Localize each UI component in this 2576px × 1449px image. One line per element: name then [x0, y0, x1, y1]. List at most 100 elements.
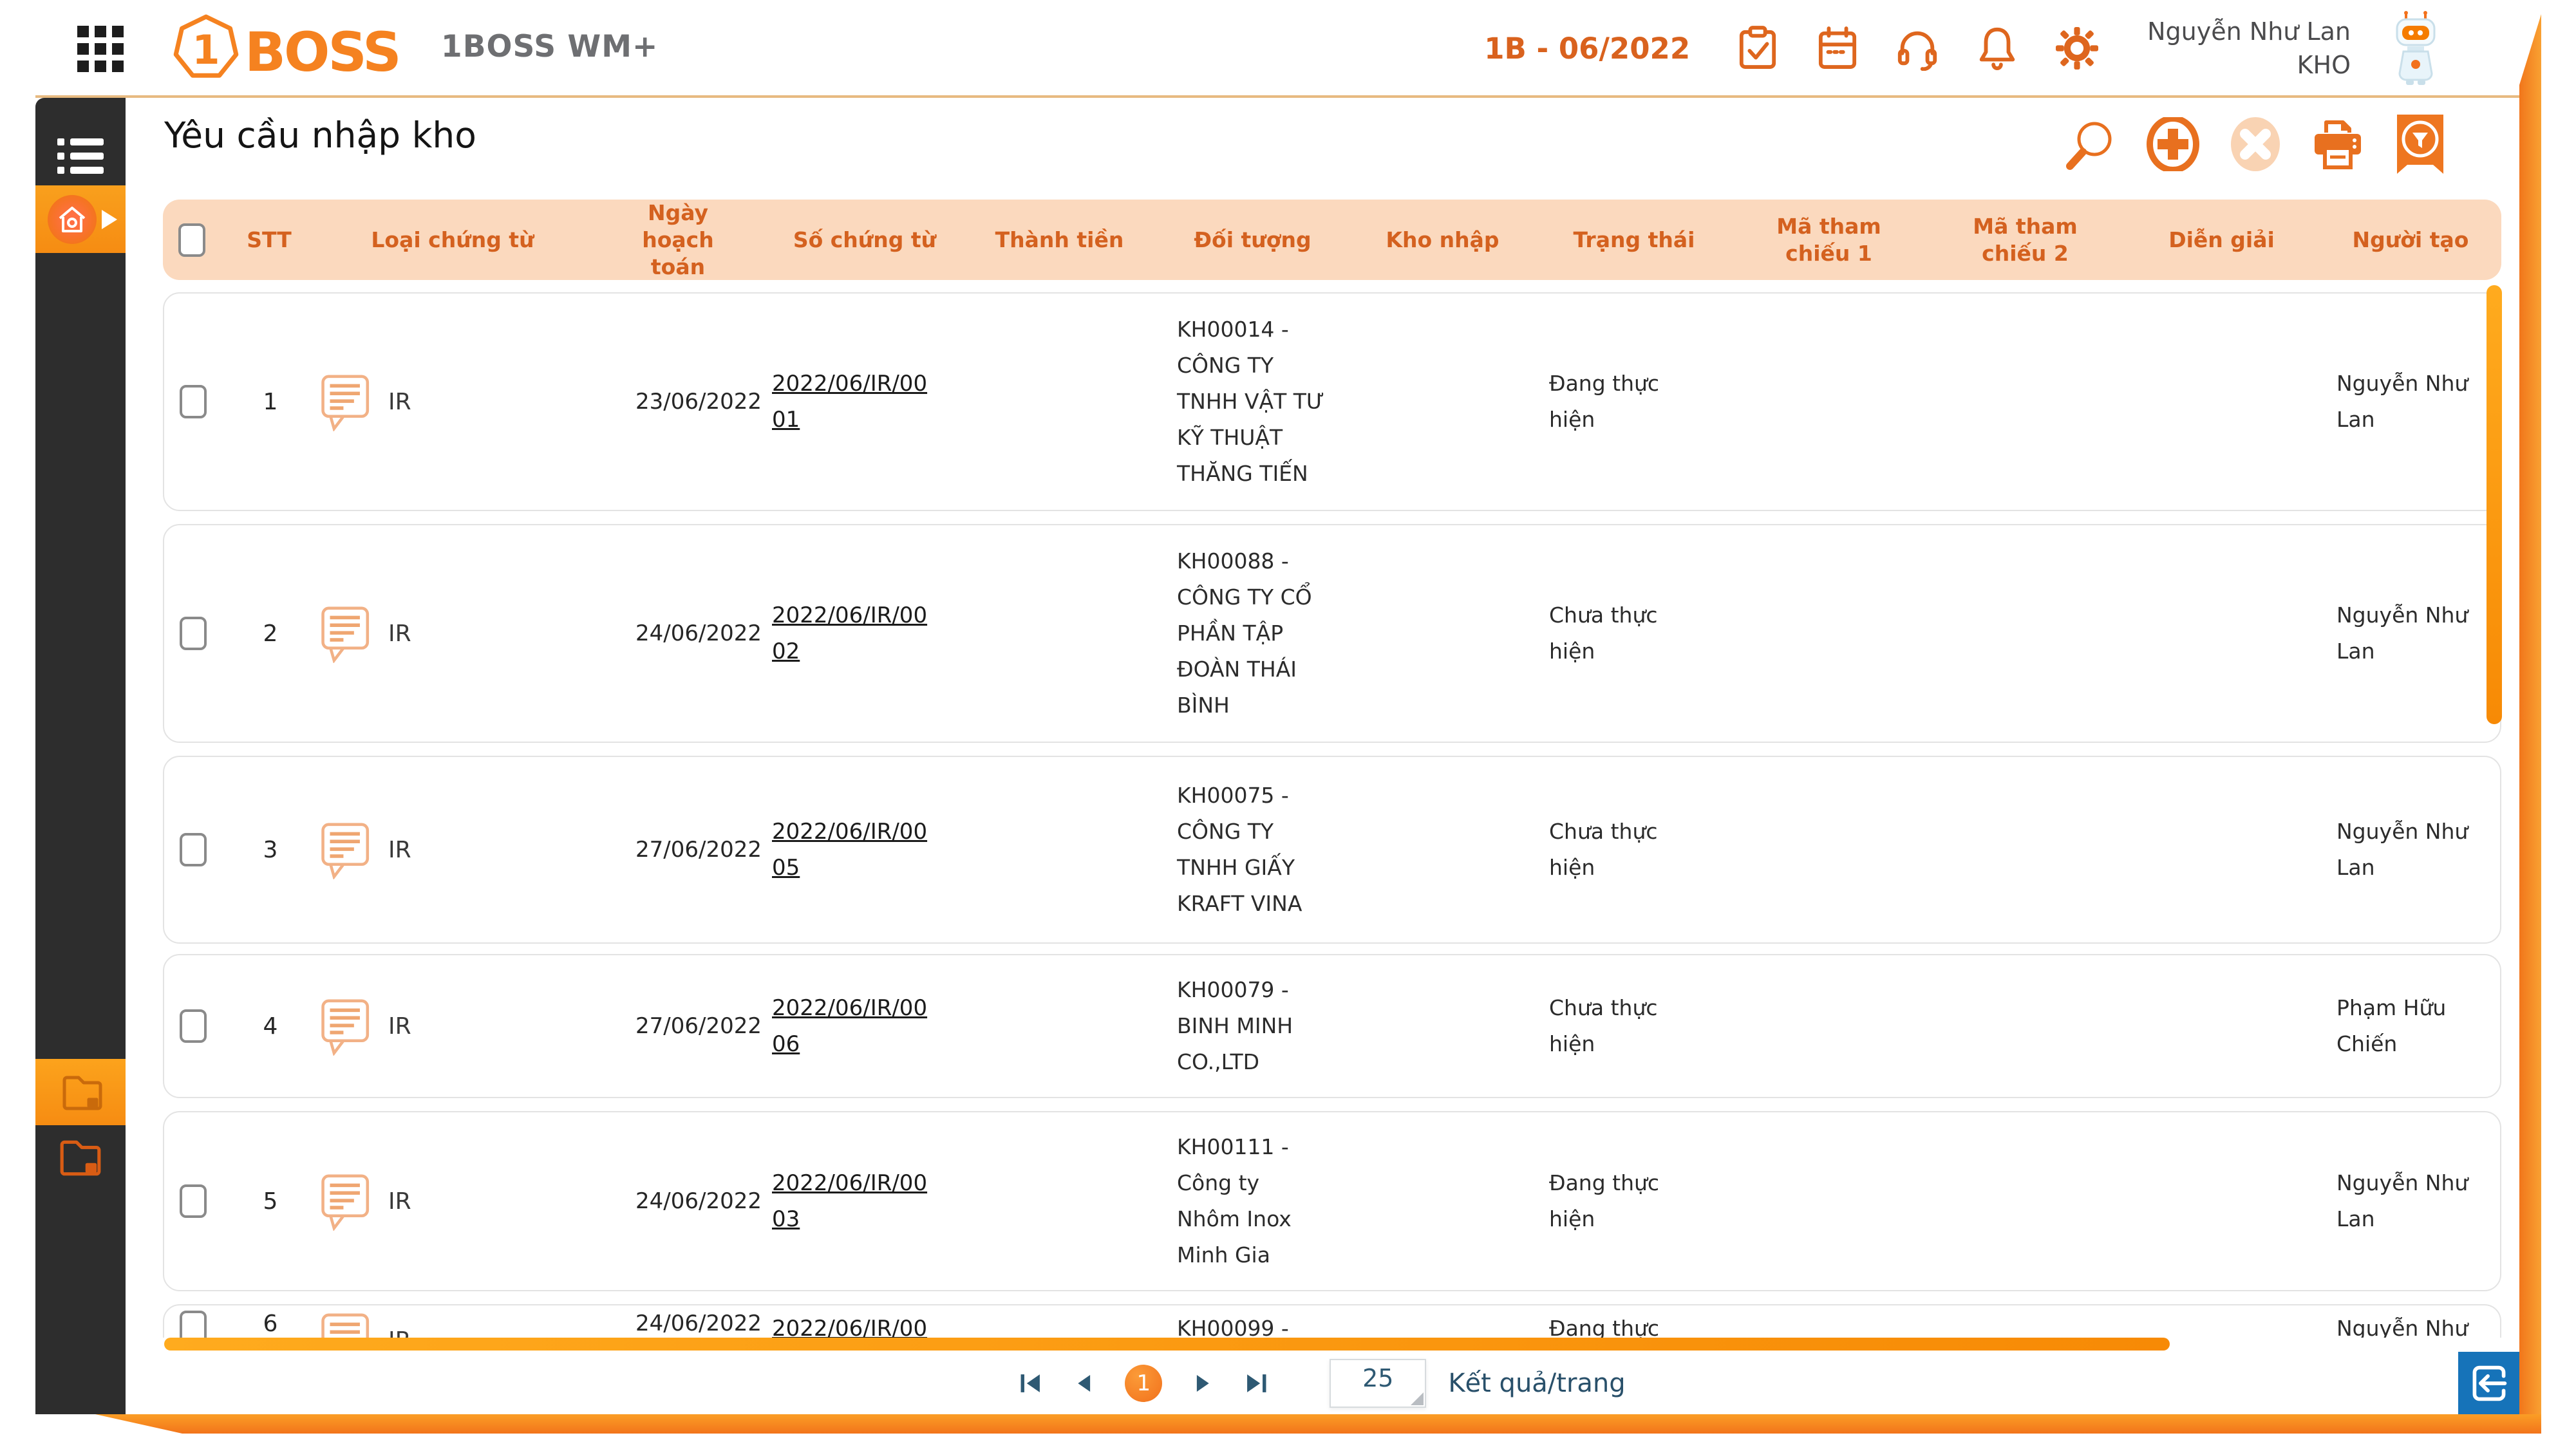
row-checkbox[interactable] — [180, 385, 207, 418]
filter-bookmark-button[interactable] — [2393, 115, 2447, 174]
row-stt: 2 — [263, 620, 278, 647]
table-row[interactable]: 6 IR 24/06/2022 2022/06/IR/00 KH00099 - — [163, 1304, 2501, 1338]
search-button[interactable] — [2064, 117, 2118, 171]
add-button[interactable] — [2146, 117, 2200, 171]
creator-cell: Nguyễn Như Lan — [2336, 819, 2468, 880]
col-header-description[interactable]: Diễn giải — [2168, 227, 2275, 252]
row-stt: 3 — [263, 836, 278, 863]
row-checkbox[interactable] — [180, 1311, 207, 1338]
boss-logo: 1 BOSS — [173, 14, 430, 86]
doc-number-link[interactable]: 2022/06/IR/00 — [772, 1316, 928, 1338]
support-headset-icon[interactable] — [1896, 25, 1939, 71]
col-header-creator[interactable]: Người tạo — [2352, 227, 2469, 252]
note-bubble-icon[interactable] — [320, 820, 373, 879]
select-all-checkbox[interactable] — [178, 223, 205, 257]
partner-cell: KH00014 - CÔNG TY TNHH VẬT TƯ KỸ THUẬT T… — [1177, 317, 1325, 486]
sidebar-item-folder[interactable] — [35, 1132, 126, 1183]
next-page-button[interactable] — [1192, 1369, 1215, 1398]
first-page-button[interactable] — [1019, 1369, 1042, 1398]
product-title: 1BOSS WM+ — [441, 29, 659, 64]
folder-icon — [62, 1076, 102, 1110]
fiscal-period[interactable]: 1B - 06/2022 — [1484, 31, 1691, 66]
status-cell: Chưa thực hiện — [1549, 995, 1658, 1056]
table-body: 1 IR 23/06/2022 2022/06/IR/0001 KH00014 — [163, 292, 2501, 1338]
creator-cell: Phạm Hữu Chiến — [2336, 995, 2447, 1056]
page-size-label: Kết quả/trang — [1448, 1368, 1626, 1398]
plan-date: 27/06/2022 — [635, 1013, 762, 1039]
col-header-doc-no[interactable]: Số chứng từ — [793, 227, 937, 252]
table-row[interactable]: 1 IR 23/06/2022 2022/06/IR/0001 KH00014 — [163, 292, 2501, 511]
home-icon — [47, 194, 97, 244]
table-row[interactable]: 3 IR 27/06/2022 2022/06/IR/0005 KH00075 — [163, 756, 2501, 944]
user-avatar-robot-icon[interactable] — [2388, 10, 2443, 86]
status-cell: Chưa thực hiện — [1549, 819, 1658, 880]
row-checkbox[interactable] — [180, 1009, 207, 1043]
doc-type-label: IR — [388, 1188, 411, 1215]
col-header-ref2[interactable]: Mã tham chiếu 2 — [1973, 214, 2078, 266]
plan-date: 27/06/2022 — [635, 837, 762, 863]
col-header-doc-type[interactable]: Loại chứng từ — [371, 227, 534, 252]
creator-cell: Nguyễn Như Lan — [2336, 371, 2468, 432]
tasks-icon[interactable] — [1736, 25, 1779, 71]
exit-button[interactable] — [2458, 1352, 2519, 1414]
row-stt: 4 — [263, 1013, 278, 1040]
row-checkbox[interactable] — [180, 1184, 207, 1218]
current-page-badge[interactable]: 1 — [1125, 1364, 1163, 1402]
last-page-button[interactable] — [1245, 1369, 1268, 1398]
logo-heptagon-icon — [173, 14, 239, 78]
plan-date: 24/06/2022 — [635, 621, 762, 646]
col-header-ref1[interactable]: Mã tham chiếu 1 — [1776, 214, 1881, 266]
settings-gear-icon[interactable] — [2056, 25, 2099, 71]
note-bubble-icon[interactable] — [320, 1311, 373, 1338]
doc-number-link[interactable]: 2022/06/IR/0005 — [772, 819, 928, 881]
delete-button-disabled[interactable] — [2228, 117, 2282, 171]
col-header-stt[interactable]: STT — [247, 227, 292, 252]
sidebar-item-warehouse-active[interactable] — [35, 185, 129, 253]
topbar-right-cluster: 1B - 06/2022 — [1484, 0, 2443, 97]
vertical-scrollbar[interactable] — [2487, 285, 2502, 724]
col-header-status[interactable]: Trạng thái — [1573, 227, 1695, 252]
col-header-plan-date[interactable]: Ngày hoạch toán — [642, 200, 714, 279]
row-stt: 6 — [263, 1311, 278, 1337]
note-bubble-icon[interactable] — [320, 996, 373, 1056]
status-cell: Chưa thực hiện — [1549, 603, 1658, 664]
row-checkbox[interactable] — [180, 833, 207, 866]
table-row[interactable]: 2 IR 24/06/2022 2022/06/IR/0002 KH00088 — [163, 524, 2501, 743]
horizontal-scrollbar[interactable] — [164, 1338, 2170, 1351]
top-bar: 1 BOSS 1BOSS WM+ 1B - 06/2022 — [0, 0, 2519, 97]
note-bubble-icon[interactable] — [320, 1172, 373, 1231]
select-all-cell — [178, 223, 205, 257]
doc-number-link[interactable]: 2022/06/IR/0003 — [772, 1170, 928, 1232]
print-button[interactable] — [2311, 117, 2365, 171]
creator-cell: Nguyễn Như Lan — [2336, 603, 2468, 664]
user-role: KHO — [2297, 51, 2351, 79]
sidebar-item-folder-active[interactable] — [35, 1059, 129, 1125]
col-header-warehouse[interactable]: Kho nhập — [1386, 227, 1500, 252]
logo-one: 1 — [192, 26, 220, 73]
doc-number-link[interactable]: 2022/06/IR/0001 — [772, 371, 928, 433]
main-content: Yêu cầu nhập kho — [126, 98, 2519, 1414]
partner-cell: KH00075 - CÔNG TY TNHH GIẤY KRAFT VINA — [1177, 783, 1302, 916]
pagination-bar: 1 25 Kết quả/trang — [126, 1352, 2519, 1414]
table-row[interactable]: 4 IR 27/06/2022 2022/06/IR/0006 KH00079 — [163, 954, 2501, 1098]
plan-date: 23/06/2022 — [635, 389, 762, 415]
doc-number-link[interactable]: 2022/06/IR/0002 — [772, 603, 928, 664]
doc-number-link[interactable]: 2022/06/IR/0006 — [772, 995, 928, 1057]
sidebar-menu-button[interactable] — [35, 129, 126, 183]
col-header-amount[interactable]: Thành tiền — [995, 227, 1124, 252]
user-info[interactable]: Nguyễn Như Lan KHO — [2147, 15, 2351, 82]
col-header-partner[interactable]: Đối tượng — [1194, 227, 1312, 252]
calendar-icon[interactable] — [1816, 25, 1859, 71]
page-size-input[interactable]: 25 — [1330, 1358, 1427, 1408]
row-checkbox[interactable] — [180, 617, 207, 650]
row-stt: 5 — [263, 1188, 278, 1215]
toolbar — [2064, 115, 2447, 174]
sidebar — [35, 98, 129, 1414]
note-bubble-icon[interactable] — [320, 604, 373, 663]
app-grid-icon[interactable] — [77, 26, 124, 72]
pager-group: 1 — [1019, 1364, 1268, 1402]
note-bubble-icon[interactable] — [320, 372, 373, 431]
notifications-bell-icon[interactable] — [1976, 25, 2018, 71]
prev-page-button[interactable] — [1072, 1369, 1095, 1398]
table-row[interactable]: 5 IR 24/06/2022 2022/06/IR/0003 KH00111 — [163, 1111, 2501, 1291]
